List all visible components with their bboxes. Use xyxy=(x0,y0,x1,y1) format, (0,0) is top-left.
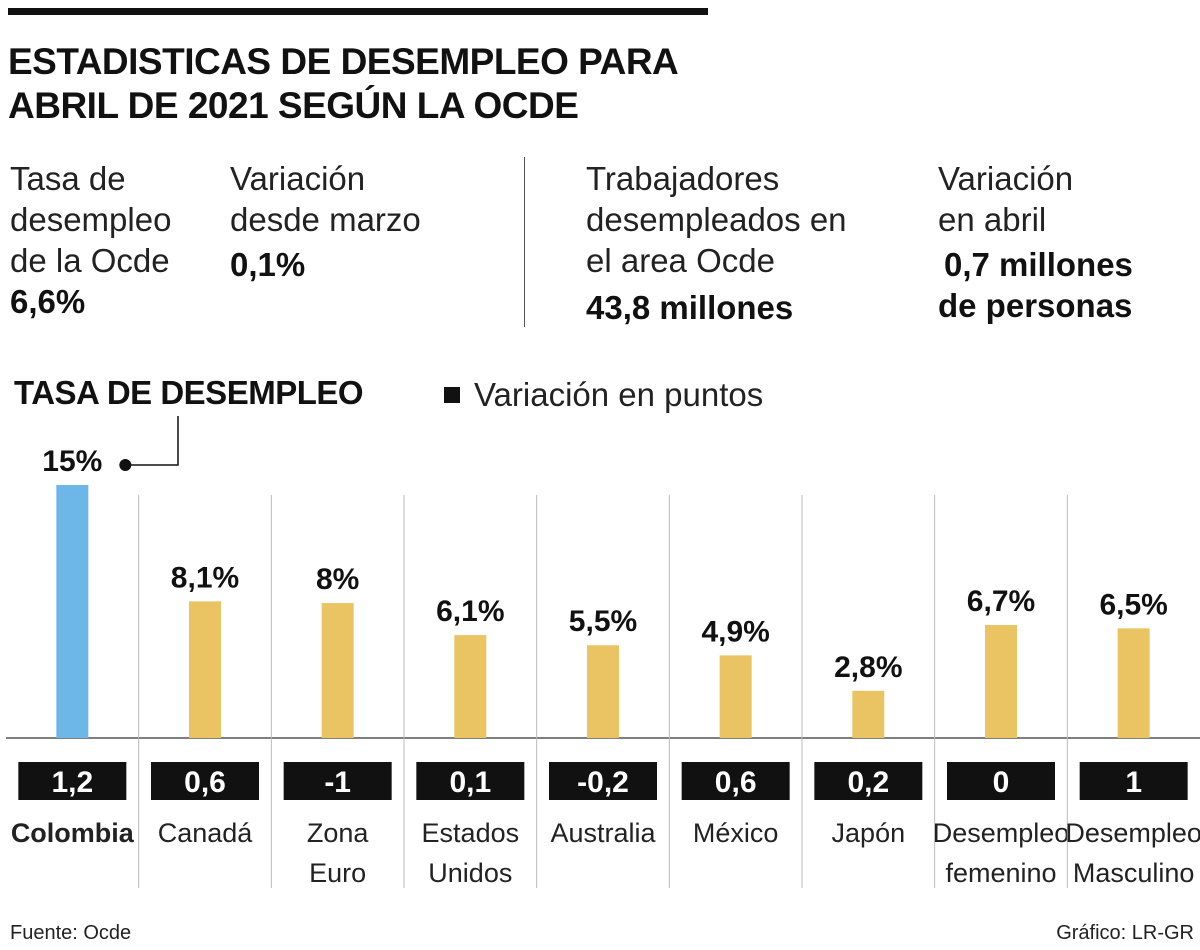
data-label: 15% xyxy=(42,445,102,478)
stat-value-line: de personas xyxy=(938,287,1133,324)
bar xyxy=(985,624,1017,738)
stat-label-line: desempleo xyxy=(10,201,172,238)
chart-legend: Variación en puntos xyxy=(444,376,763,414)
variation-box xyxy=(1079,762,1188,800)
stat-unemployed-workers: Trabajadores desempleados en el area Ocd… xyxy=(586,158,847,328)
category-label: Japón xyxy=(832,818,906,848)
data-label: 6,5% xyxy=(1099,588,1167,621)
stat-value: 6,6% xyxy=(10,283,86,320)
variation-label: 0,2 xyxy=(847,766,889,799)
category-label: Euro xyxy=(309,858,366,888)
category-label: Estados xyxy=(422,818,520,848)
stat-label-line: el area Ocde xyxy=(586,242,775,279)
variation-label: 0,6 xyxy=(715,766,757,799)
variation-box xyxy=(151,762,259,800)
callout-line xyxy=(125,416,179,466)
data-label: 2,8% xyxy=(834,651,902,684)
data-label: 8% xyxy=(316,563,359,596)
data-label: 6,1% xyxy=(436,595,504,628)
stat-label-line: Tasa de xyxy=(10,160,126,197)
category-label: Colombia xyxy=(11,818,135,848)
stat-label-line: Variación xyxy=(230,160,366,197)
category-label: Desempleo xyxy=(1065,818,1200,848)
stat-label-line: desempleados en xyxy=(586,201,847,238)
category-label: Desempleo xyxy=(933,818,1070,848)
variation-box xyxy=(814,762,923,800)
variation-label: 1 xyxy=(1125,766,1142,799)
bar xyxy=(56,485,89,738)
stat-label-line: Trabajadores xyxy=(586,160,780,197)
bar xyxy=(454,635,487,738)
stat-value-line: 0,7 millones xyxy=(944,246,1133,283)
stat-label-line: de la Ocde xyxy=(10,242,170,279)
variation-box xyxy=(947,762,1055,800)
source-note: Fuente: Ocde xyxy=(10,922,132,944)
stat-label-line: en abril xyxy=(938,201,1047,238)
credit-note: Gráfico: LR-GR xyxy=(1056,922,1194,944)
chart-title: TASA DE DESEMPLEO xyxy=(14,374,364,411)
variation-label: 0,6 xyxy=(184,766,226,799)
variation-label: 0 xyxy=(993,766,1010,799)
title-line-1: ESTADISTICAS DE DESEMPLEO PARA xyxy=(8,41,679,82)
category-label: México xyxy=(693,818,779,848)
bar xyxy=(719,655,752,738)
stat-label-line: Variación xyxy=(938,160,1074,197)
stat-variation-march: Variación desde marzo 0,1% xyxy=(230,158,421,285)
category-label: Masculino xyxy=(1073,858,1195,888)
bar xyxy=(587,645,619,738)
data-label: 4,9% xyxy=(701,615,769,648)
stats-divider xyxy=(524,157,525,327)
variation-label: 0,1 xyxy=(449,766,491,799)
page-title: ESTADISTICAS DE DESEMPLEO PARA ABRIL DE … xyxy=(8,40,679,128)
category-label: Canadá xyxy=(158,818,254,848)
category-label: Australia xyxy=(550,818,656,848)
stat-label-line: desde marzo xyxy=(230,201,421,238)
variation-label: -1 xyxy=(324,766,351,799)
stat-value: 0,1% xyxy=(230,246,306,283)
title-line-2: ABRIL DE 2021 SEGÚN LA OCDE xyxy=(8,85,579,126)
legend-label: Variación en puntos xyxy=(474,376,764,413)
data-label: 8,1% xyxy=(171,561,239,594)
category-label: femenino xyxy=(945,858,1056,888)
data-label: 6,7% xyxy=(967,585,1035,618)
legend-swatch xyxy=(444,387,460,403)
variation-box xyxy=(18,762,127,800)
top-rule xyxy=(8,8,708,15)
bar xyxy=(189,601,221,738)
stat-variation-april: Variación en abril 0,7 millones de perso… xyxy=(938,158,1133,326)
data-label: 5,5% xyxy=(569,605,637,638)
bar xyxy=(1117,628,1150,738)
variation-box xyxy=(681,762,790,800)
stat-value: 43,8 millones xyxy=(586,289,794,326)
category-label: Zona xyxy=(307,818,370,848)
variation-label: 1,2 xyxy=(51,766,93,799)
variation-box xyxy=(283,762,392,800)
variation-box xyxy=(416,762,525,800)
category-label: Unidos xyxy=(428,858,512,888)
variation-box xyxy=(549,762,657,800)
stat-ocde-rate: Tasa de desempleo de la Ocde 6,6% xyxy=(10,158,171,322)
bar xyxy=(321,603,354,738)
variation-label: -0,2 xyxy=(577,766,629,799)
bar xyxy=(852,690,885,738)
